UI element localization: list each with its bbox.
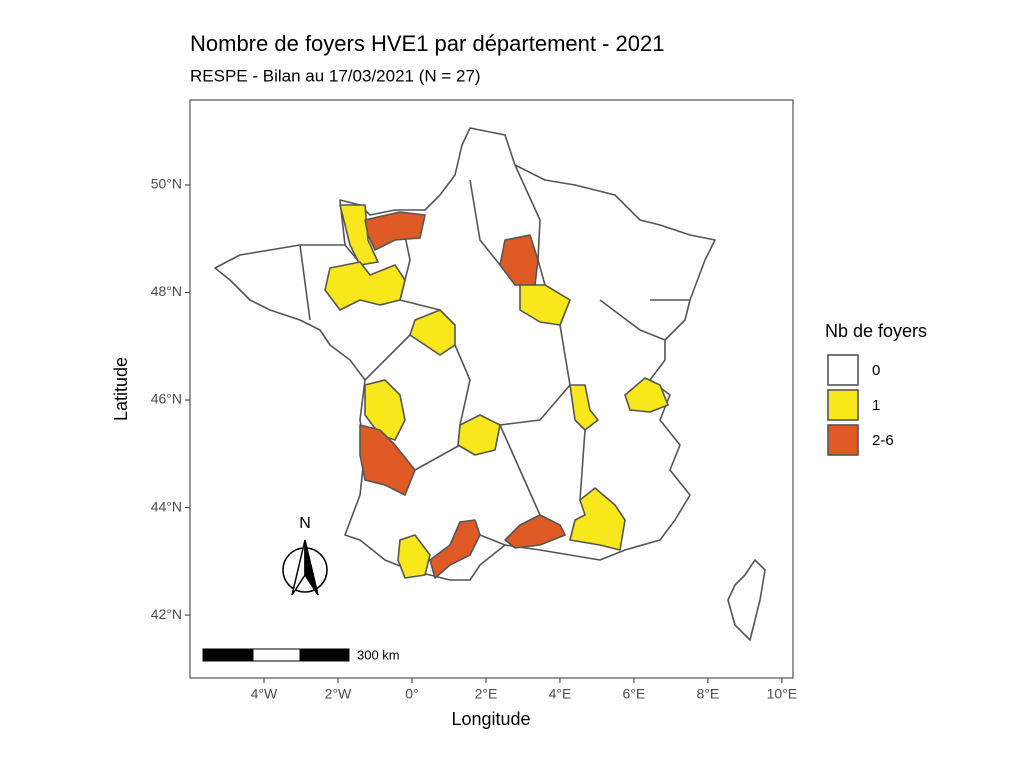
legend-label: 0 <box>872 362 880 379</box>
north-arrow-right <box>304 539 319 596</box>
department <box>324 261 406 311</box>
legend-swatch <box>827 424 859 456</box>
corsica-outline <box>727 559 766 641</box>
legend-title: Nb de foyers <box>825 321 927 341</box>
x-tick-label: 4°E <box>549 686 572 702</box>
y-tick-label: 50°N <box>151 176 182 192</box>
legend-label: 2-6 <box>872 432 894 449</box>
y-tick-label: 42°N <box>151 606 182 622</box>
x-axis-label: Longitude <box>451 709 530 729</box>
legend-swatch <box>827 389 859 421</box>
y-tick-label: 46°N <box>151 391 182 407</box>
department <box>569 487 626 551</box>
department <box>364 379 406 441</box>
department <box>624 377 669 413</box>
legend-swatch <box>827 354 859 386</box>
department <box>339 204 379 266</box>
department <box>569 384 599 431</box>
department <box>364 211 426 251</box>
x-tick-label: 8°E <box>697 686 720 702</box>
department <box>429 519 481 579</box>
y-tick-label: 48°N <box>151 283 182 299</box>
department <box>504 514 566 549</box>
x-tick-label: 10°E <box>767 686 798 702</box>
x-tick-label: 2°W <box>325 686 352 702</box>
chart-title: Nombre de foyers HVE1 par département - … <box>190 31 664 56</box>
scale-segment <box>252 648 301 662</box>
y-axis-label: Latitude <box>111 357 131 421</box>
x-tick-label: 0° <box>405 686 418 702</box>
north-label: N <box>299 515 311 532</box>
department <box>457 414 501 456</box>
y-tick-label: 44°N <box>151 498 182 514</box>
department <box>409 309 456 356</box>
scale-label: 300 km <box>357 647 400 662</box>
highlighted-departments <box>324 204 669 579</box>
department <box>519 284 571 326</box>
department <box>397 534 431 579</box>
department <box>359 424 416 496</box>
x-tick-label: 4°W <box>251 686 278 702</box>
scale-bar <box>202 648 350 662</box>
scale-segment <box>202 648 254 662</box>
chart-subtitle: RESPE - Bilan au 17/03/2021 (N = 27) <box>190 66 481 85</box>
north-arrow: N <box>282 515 328 596</box>
legend-label: 1 <box>872 397 880 414</box>
x-tick-label: 6°E <box>623 686 646 702</box>
france-outline <box>214 127 716 581</box>
x-tick-label: 2°E <box>475 686 498 702</box>
scale-segment <box>299 648 350 662</box>
